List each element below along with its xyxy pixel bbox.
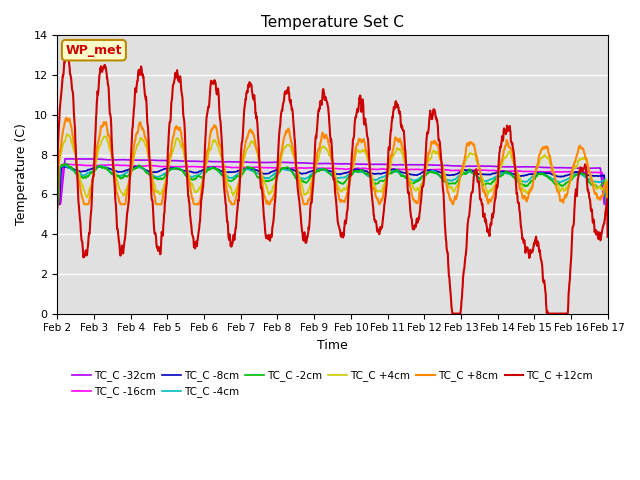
Legend: TC_C -32cm, TC_C -16cm, TC_C -8cm, TC_C -4cm, TC_C -2cm, TC_C +4cm, TC_C +8cm, T: TC_C -32cm, TC_C -16cm, TC_C -8cm, TC_C … — [68, 366, 597, 401]
Text: WP_met: WP_met — [66, 44, 122, 57]
Y-axis label: Temperature (C): Temperature (C) — [15, 123, 28, 226]
X-axis label: Time: Time — [317, 339, 348, 352]
Title: Temperature Set C: Temperature Set C — [261, 15, 404, 30]
